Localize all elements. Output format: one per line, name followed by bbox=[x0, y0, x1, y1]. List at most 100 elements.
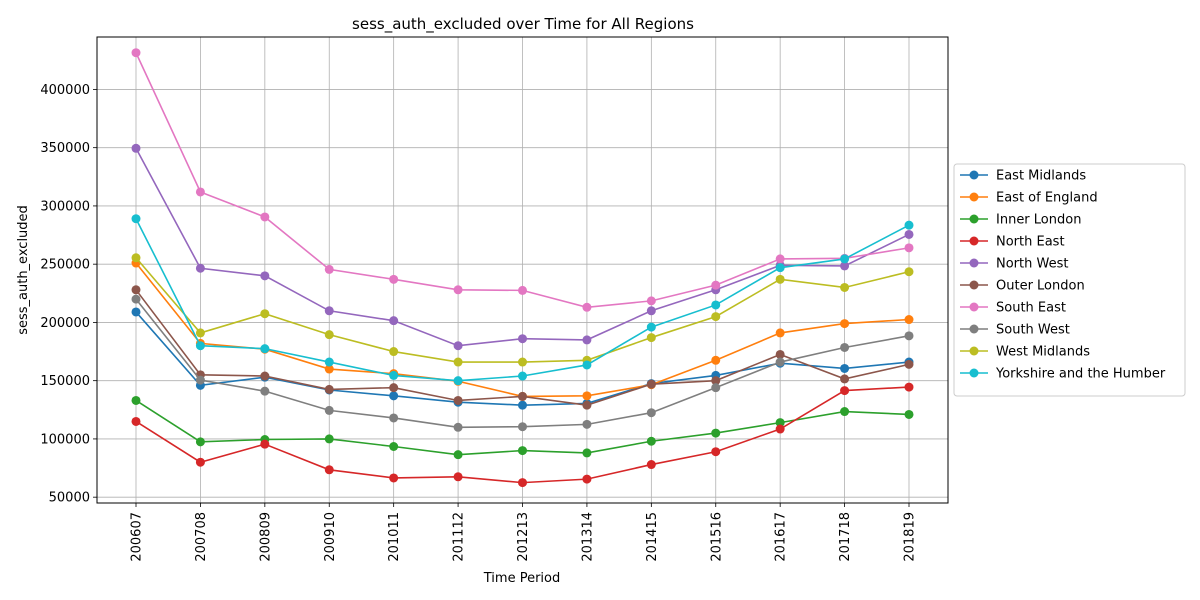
data-point bbox=[775, 328, 785, 338]
data-point bbox=[389, 441, 399, 451]
data-point bbox=[840, 342, 850, 352]
data-point bbox=[582, 360, 592, 370]
data-point bbox=[518, 422, 527, 432]
grid-lines bbox=[97, 37, 948, 503]
data-point bbox=[453, 422, 463, 432]
data-point bbox=[840, 363, 850, 373]
data-point bbox=[904, 331, 914, 341]
legend-item: North East bbox=[960, 235, 1065, 250]
x-tick-label: 201011 bbox=[387, 512, 402, 562]
data-point bbox=[904, 267, 914, 277]
data-point bbox=[711, 447, 721, 457]
legend-label: Yorkshire and the Humber bbox=[995, 367, 1166, 382]
data-point bbox=[260, 371, 270, 381]
data-point bbox=[646, 436, 656, 446]
x-tick-label: 200910 bbox=[323, 512, 338, 562]
legend-item: North West bbox=[960, 257, 1068, 272]
data-point bbox=[904, 359, 914, 369]
data-point bbox=[646, 379, 656, 389]
data-point bbox=[582, 400, 592, 410]
data-point bbox=[195, 375, 205, 385]
legend-item: Inner London bbox=[960, 213, 1081, 228]
data-point bbox=[260, 212, 270, 222]
data-point bbox=[904, 229, 914, 239]
data-point bbox=[775, 357, 785, 367]
data-point bbox=[711, 300, 721, 310]
legend-label: East Midlands bbox=[996, 169, 1086, 184]
data-point bbox=[195, 187, 205, 197]
legend-marker bbox=[969, 368, 979, 378]
y-tick-label: 250000 bbox=[40, 258, 90, 273]
data-point bbox=[518, 400, 527, 410]
legend-label: Outer London bbox=[996, 279, 1085, 294]
data-point bbox=[260, 271, 270, 281]
legend-label: West Midlands bbox=[996, 345, 1090, 360]
legend-item: East Midlands bbox=[960, 169, 1086, 184]
data-point bbox=[195, 437, 205, 447]
data-point bbox=[131, 416, 141, 426]
y-tick-label: 200000 bbox=[40, 316, 90, 331]
series-group bbox=[131, 48, 914, 488]
data-point bbox=[260, 386, 270, 396]
data-point bbox=[775, 254, 785, 264]
data-point bbox=[453, 450, 463, 460]
data-point bbox=[711, 376, 721, 386]
data-point bbox=[840, 254, 850, 264]
x-axis-label: Time Period bbox=[483, 571, 560, 586]
legend-item: South West bbox=[960, 323, 1070, 338]
data-point bbox=[646, 408, 656, 418]
series-north-east bbox=[131, 382, 914, 488]
data-point bbox=[904, 243, 914, 253]
data-point bbox=[711, 428, 721, 438]
legend-item: Yorkshire and the Humber bbox=[960, 367, 1166, 382]
legend-marker bbox=[969, 258, 979, 268]
data-point bbox=[131, 285, 141, 295]
data-point bbox=[389, 413, 399, 423]
data-point bbox=[453, 341, 463, 351]
legend-marker bbox=[969, 214, 979, 224]
x-tick-label: 201516 bbox=[709, 512, 724, 562]
y-tick-label: 400000 bbox=[40, 83, 90, 98]
data-point bbox=[195, 341, 205, 351]
data-point bbox=[324, 306, 334, 316]
data-point bbox=[518, 371, 527, 381]
data-point bbox=[131, 307, 141, 317]
data-point bbox=[840, 386, 850, 396]
data-point bbox=[582, 474, 592, 484]
data-point bbox=[582, 391, 592, 401]
data-point bbox=[389, 370, 399, 380]
data-point bbox=[389, 473, 399, 483]
data-point bbox=[324, 465, 334, 475]
data-point bbox=[775, 263, 785, 273]
data-point bbox=[389, 391, 399, 401]
legend-item: West Midlands bbox=[960, 345, 1090, 360]
data-point bbox=[518, 391, 527, 401]
data-point bbox=[195, 263, 205, 273]
data-point bbox=[131, 214, 141, 224]
y-tick-label: 300000 bbox=[40, 199, 90, 214]
legend-label: North East bbox=[996, 235, 1065, 250]
data-point bbox=[260, 309, 270, 319]
data-point bbox=[711, 312, 721, 322]
legend-marker bbox=[969, 170, 979, 180]
data-point bbox=[324, 384, 334, 394]
legend-marker bbox=[969, 280, 979, 290]
data-point bbox=[453, 357, 463, 367]
y-tick-label: 100000 bbox=[40, 432, 90, 447]
data-point bbox=[711, 280, 721, 290]
legend-label: Inner London bbox=[996, 213, 1081, 228]
data-point bbox=[131, 395, 141, 405]
x-tick-label: 201314 bbox=[580, 512, 595, 562]
data-point bbox=[646, 333, 656, 343]
x-tick-label: 201617 bbox=[774, 512, 789, 562]
legend-marker bbox=[969, 236, 979, 246]
data-point bbox=[775, 274, 785, 284]
data-point bbox=[195, 328, 205, 338]
legend-label: East of England bbox=[996, 191, 1098, 206]
legend-label: North West bbox=[996, 257, 1068, 272]
data-point bbox=[840, 374, 850, 384]
data-point bbox=[775, 424, 785, 434]
x-tick-label: 200809 bbox=[258, 512, 273, 562]
data-point bbox=[518, 285, 527, 295]
